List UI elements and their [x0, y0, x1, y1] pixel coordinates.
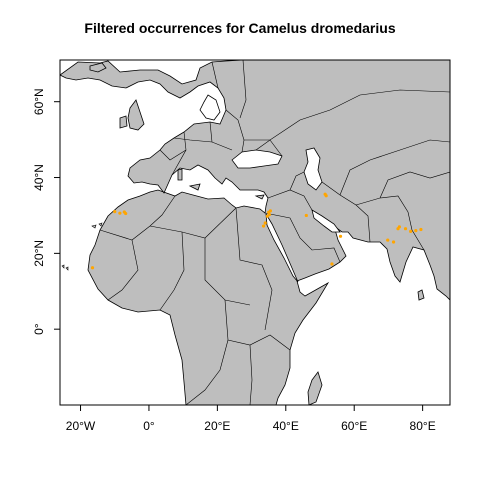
occurrence-point	[391, 240, 396, 244]
cape-verde	[61, 264, 69, 271]
x-tick-label: 0°	[143, 419, 155, 433]
y-tick-label: 0°	[32, 323, 46, 335]
x-tick-label: 60°E	[341, 419, 367, 433]
madagascar	[307, 371, 323, 405]
occurrence-point	[386, 238, 390, 242]
occurrence-point	[113, 210, 117, 214]
x-tick-label: 40°E	[273, 419, 299, 433]
ireland	[119, 115, 128, 129]
occurrence-point	[409, 229, 413, 233]
y-tick-label: 60°N	[32, 88, 46, 115]
x-tick-label: 20°E	[204, 419, 230, 433]
plot-frame	[59, 59, 451, 406]
black-sea	[231, 149, 283, 169]
sardinia	[177, 168, 183, 181]
occurrence-point	[304, 213, 308, 218]
x-axis: 20°W 0° 20°E 40°E 60°E 80°E	[66, 405, 436, 433]
occurrence-point	[419, 227, 423, 232]
occurrence-point	[261, 224, 266, 228]
occurrence-point	[263, 221, 267, 225]
occurrence-point	[268, 209, 272, 213]
occurrence-point	[118, 211, 122, 215]
x-tick-label: 80°E	[410, 419, 436, 433]
occurrence-point	[90, 266, 95, 270]
red-sea	[265, 213, 299, 283]
canary-islands	[91, 222, 103, 229]
y-tick-label: 40°N	[32, 164, 46, 191]
occurrence-point	[414, 229, 418, 233]
occurrence-point	[403, 227, 408, 231]
y-axis: 0° 20°N 40°N 60°N	[32, 88, 60, 335]
y-tick-label: 20°N	[32, 240, 46, 267]
occurrence-points	[90, 192, 423, 270]
great-britain	[127, 99, 145, 131]
sri-lanka	[417, 289, 425, 301]
occurrence-point	[267, 213, 271, 217]
caspian-sea	[303, 147, 323, 191]
baltic-sea	[199, 94, 221, 121]
occurrence-point	[124, 211, 128, 216]
land-mass	[60, 60, 450, 405]
map-layer	[60, 60, 450, 405]
occurrence-point	[397, 225, 401, 229]
sicily	[188, 183, 201, 191]
occurrence-point	[324, 194, 328, 198]
occurrence-point	[338, 234, 343, 238]
occurrence-point	[330, 262, 334, 266]
x-tick-label: 20°W	[66, 419, 96, 433]
country-borders	[99, 60, 450, 405]
persian-gulf	[311, 209, 341, 233]
iceland	[89, 62, 107, 73]
cyprus	[254, 194, 265, 200]
map-title: Filtered occurrences for Camelus dromeda…	[84, 20, 396, 36]
